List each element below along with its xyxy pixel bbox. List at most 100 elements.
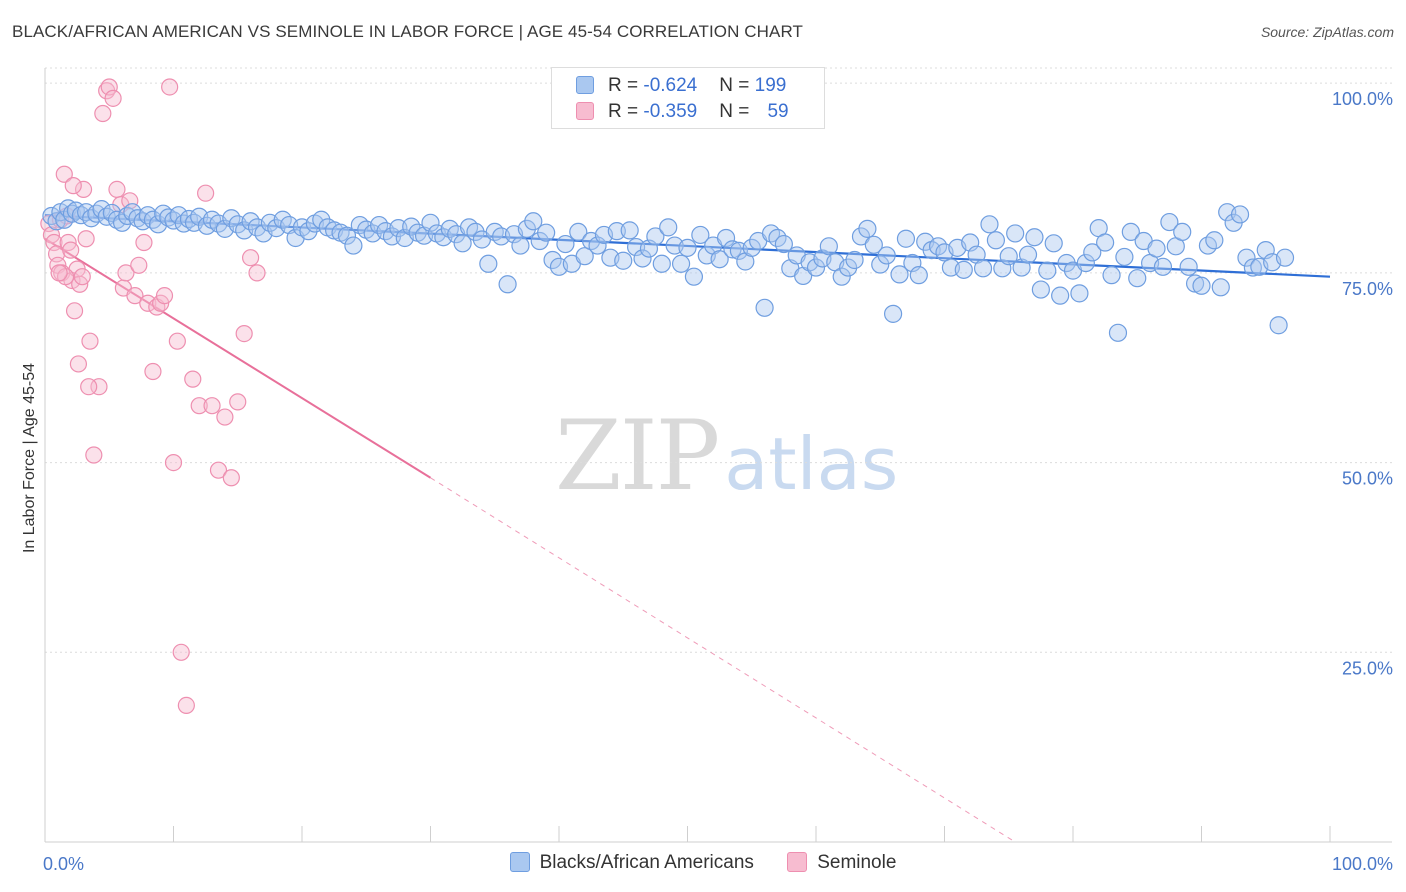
blacks-point bbox=[845, 250, 864, 270]
seminole-point bbox=[168, 332, 186, 350]
blacks-point bbox=[1230, 205, 1250, 224]
seminole-point bbox=[190, 397, 208, 415]
seminole-point bbox=[155, 287, 174, 305]
blacks-point bbox=[517, 219, 536, 238]
blacks-point bbox=[1160, 212, 1179, 232]
seminole-point bbox=[197, 184, 215, 202]
blacks-point bbox=[819, 237, 838, 256]
seminole-point bbox=[108, 180, 126, 199]
seminole-point bbox=[77, 230, 95, 248]
blacks-point bbox=[858, 219, 877, 238]
blacks-point bbox=[1173, 222, 1192, 242]
blacks-point bbox=[716, 228, 736, 248]
blacks-point bbox=[312, 210, 331, 229]
seminole-points bbox=[40, 78, 266, 715]
seminole-point bbox=[177, 696, 195, 715]
seminole-point bbox=[55, 165, 73, 183]
blacks-point bbox=[973, 259, 993, 278]
blacks-point bbox=[691, 225, 710, 245]
blacks-point bbox=[774, 234, 793, 254]
series-legend: Blacks/African Americans Seminole bbox=[0, 852, 1406, 874]
blacks-point bbox=[1031, 280, 1050, 299]
seminole-point bbox=[242, 249, 260, 267]
blacks-point bbox=[742, 238, 761, 257]
blacks-point bbox=[1205, 231, 1224, 250]
seminole-point bbox=[161, 78, 179, 96]
axes bbox=[44, 68, 1392, 843]
source-credit: Source: ZipAtlas.com bbox=[1260, 24, 1394, 40]
blacks-point bbox=[1070, 284, 1089, 303]
tick-labels: 25.0% 50.0% 75.0% 100.0% 0.0% 100.0% bbox=[43, 89, 1393, 874]
chart-title: BLACK/AFRICAN AMERICAN VS SEMINOLE IN LA… bbox=[12, 22, 804, 41]
blacks-point bbox=[1108, 323, 1128, 342]
seminole-point bbox=[74, 180, 93, 199]
blacks-point bbox=[864, 235, 883, 254]
blacks-point bbox=[1275, 248, 1295, 267]
seminole-point bbox=[104, 89, 122, 107]
x-tick-label: 0.0% bbox=[43, 854, 84, 874]
blacks-point bbox=[1269, 316, 1288, 335]
seminole-point bbox=[144, 362, 162, 381]
legend-r-label: R = bbox=[608, 75, 644, 96]
seminole-point bbox=[65, 302, 84, 320]
legend-label-blacks: Blacks/African Americans bbox=[539, 852, 754, 873]
seminole-point bbox=[184, 370, 202, 388]
seminole-trend-line bbox=[44, 237, 432, 479]
blacks-point bbox=[1211, 278, 1230, 297]
seminole-trend-extension bbox=[430, 477, 1016, 843]
seminole-point bbox=[100, 78, 118, 96]
seminole-point bbox=[73, 268, 91, 286]
blacks-point bbox=[671, 254, 691, 273]
blacks-point bbox=[954, 260, 973, 279]
legend-r-value: -0.359 bbox=[643, 101, 698, 122]
blacks-point bbox=[1147, 239, 1166, 258]
blacks-point bbox=[1038, 261, 1057, 280]
blacks-point bbox=[1096, 233, 1115, 252]
legend-n-label: N = bbox=[719, 75, 755, 96]
blacks-point bbox=[1179, 257, 1198, 276]
blacks-point bbox=[980, 215, 999, 234]
blacks-point bbox=[543, 250, 562, 270]
seminole-point bbox=[172, 643, 190, 661]
blacks-point bbox=[498, 275, 517, 294]
legend-row-pink: R = -0.359 N = 59 bbox=[576, 101, 789, 125]
blacks-point bbox=[421, 213, 440, 232]
blacks-point bbox=[466, 222, 485, 242]
seminole-point bbox=[130, 256, 148, 274]
blacks-point bbox=[524, 212, 543, 231]
blacks-point bbox=[986, 231, 1006, 250]
blacks-point bbox=[806, 258, 826, 277]
seminole-point bbox=[248, 264, 266, 282]
legend-swatch-blacks bbox=[509, 852, 530, 872]
blacks-point bbox=[107, 210, 127, 229]
seminole-point bbox=[50, 264, 68, 282]
seminole-point bbox=[64, 177, 82, 195]
blacks-point bbox=[337, 226, 357, 245]
blacks-point bbox=[871, 255, 890, 274]
legend-row-blue: R = -0.624 N = 199 bbox=[576, 75, 786, 99]
blacks-point bbox=[633, 249, 652, 268]
trend-lines bbox=[44, 214, 1331, 843]
legend-swatch-pink bbox=[576, 102, 594, 120]
blacks-point bbox=[344, 236, 363, 255]
seminole-point bbox=[85, 446, 103, 464]
blacks-point bbox=[511, 236, 530, 255]
blacks-point bbox=[299, 222, 318, 241]
blacks-point bbox=[575, 247, 594, 266]
blacks-point bbox=[883, 304, 903, 323]
seminole-point bbox=[62, 241, 80, 259]
legend-item-seminole: Seminole bbox=[787, 852, 896, 874]
blacks-point bbox=[453, 234, 472, 253]
blacks-point bbox=[659, 218, 678, 237]
legend-item-blacks: Blacks/African Americans bbox=[509, 852, 754, 874]
blacks-point bbox=[164, 211, 183, 230]
stats-legend: R = -0.624 N = 199 R = -0.359 N = 59 bbox=[551, 67, 825, 129]
blacks-point bbox=[646, 227, 665, 246]
blacks-point bbox=[652, 254, 671, 273]
blacks-point bbox=[684, 267, 704, 286]
legend-label-seminole: Seminole bbox=[817, 852, 897, 873]
blacks-point bbox=[1153, 257, 1173, 276]
blacks-point bbox=[877, 246, 896, 265]
blacks-point bbox=[47, 212, 66, 231]
